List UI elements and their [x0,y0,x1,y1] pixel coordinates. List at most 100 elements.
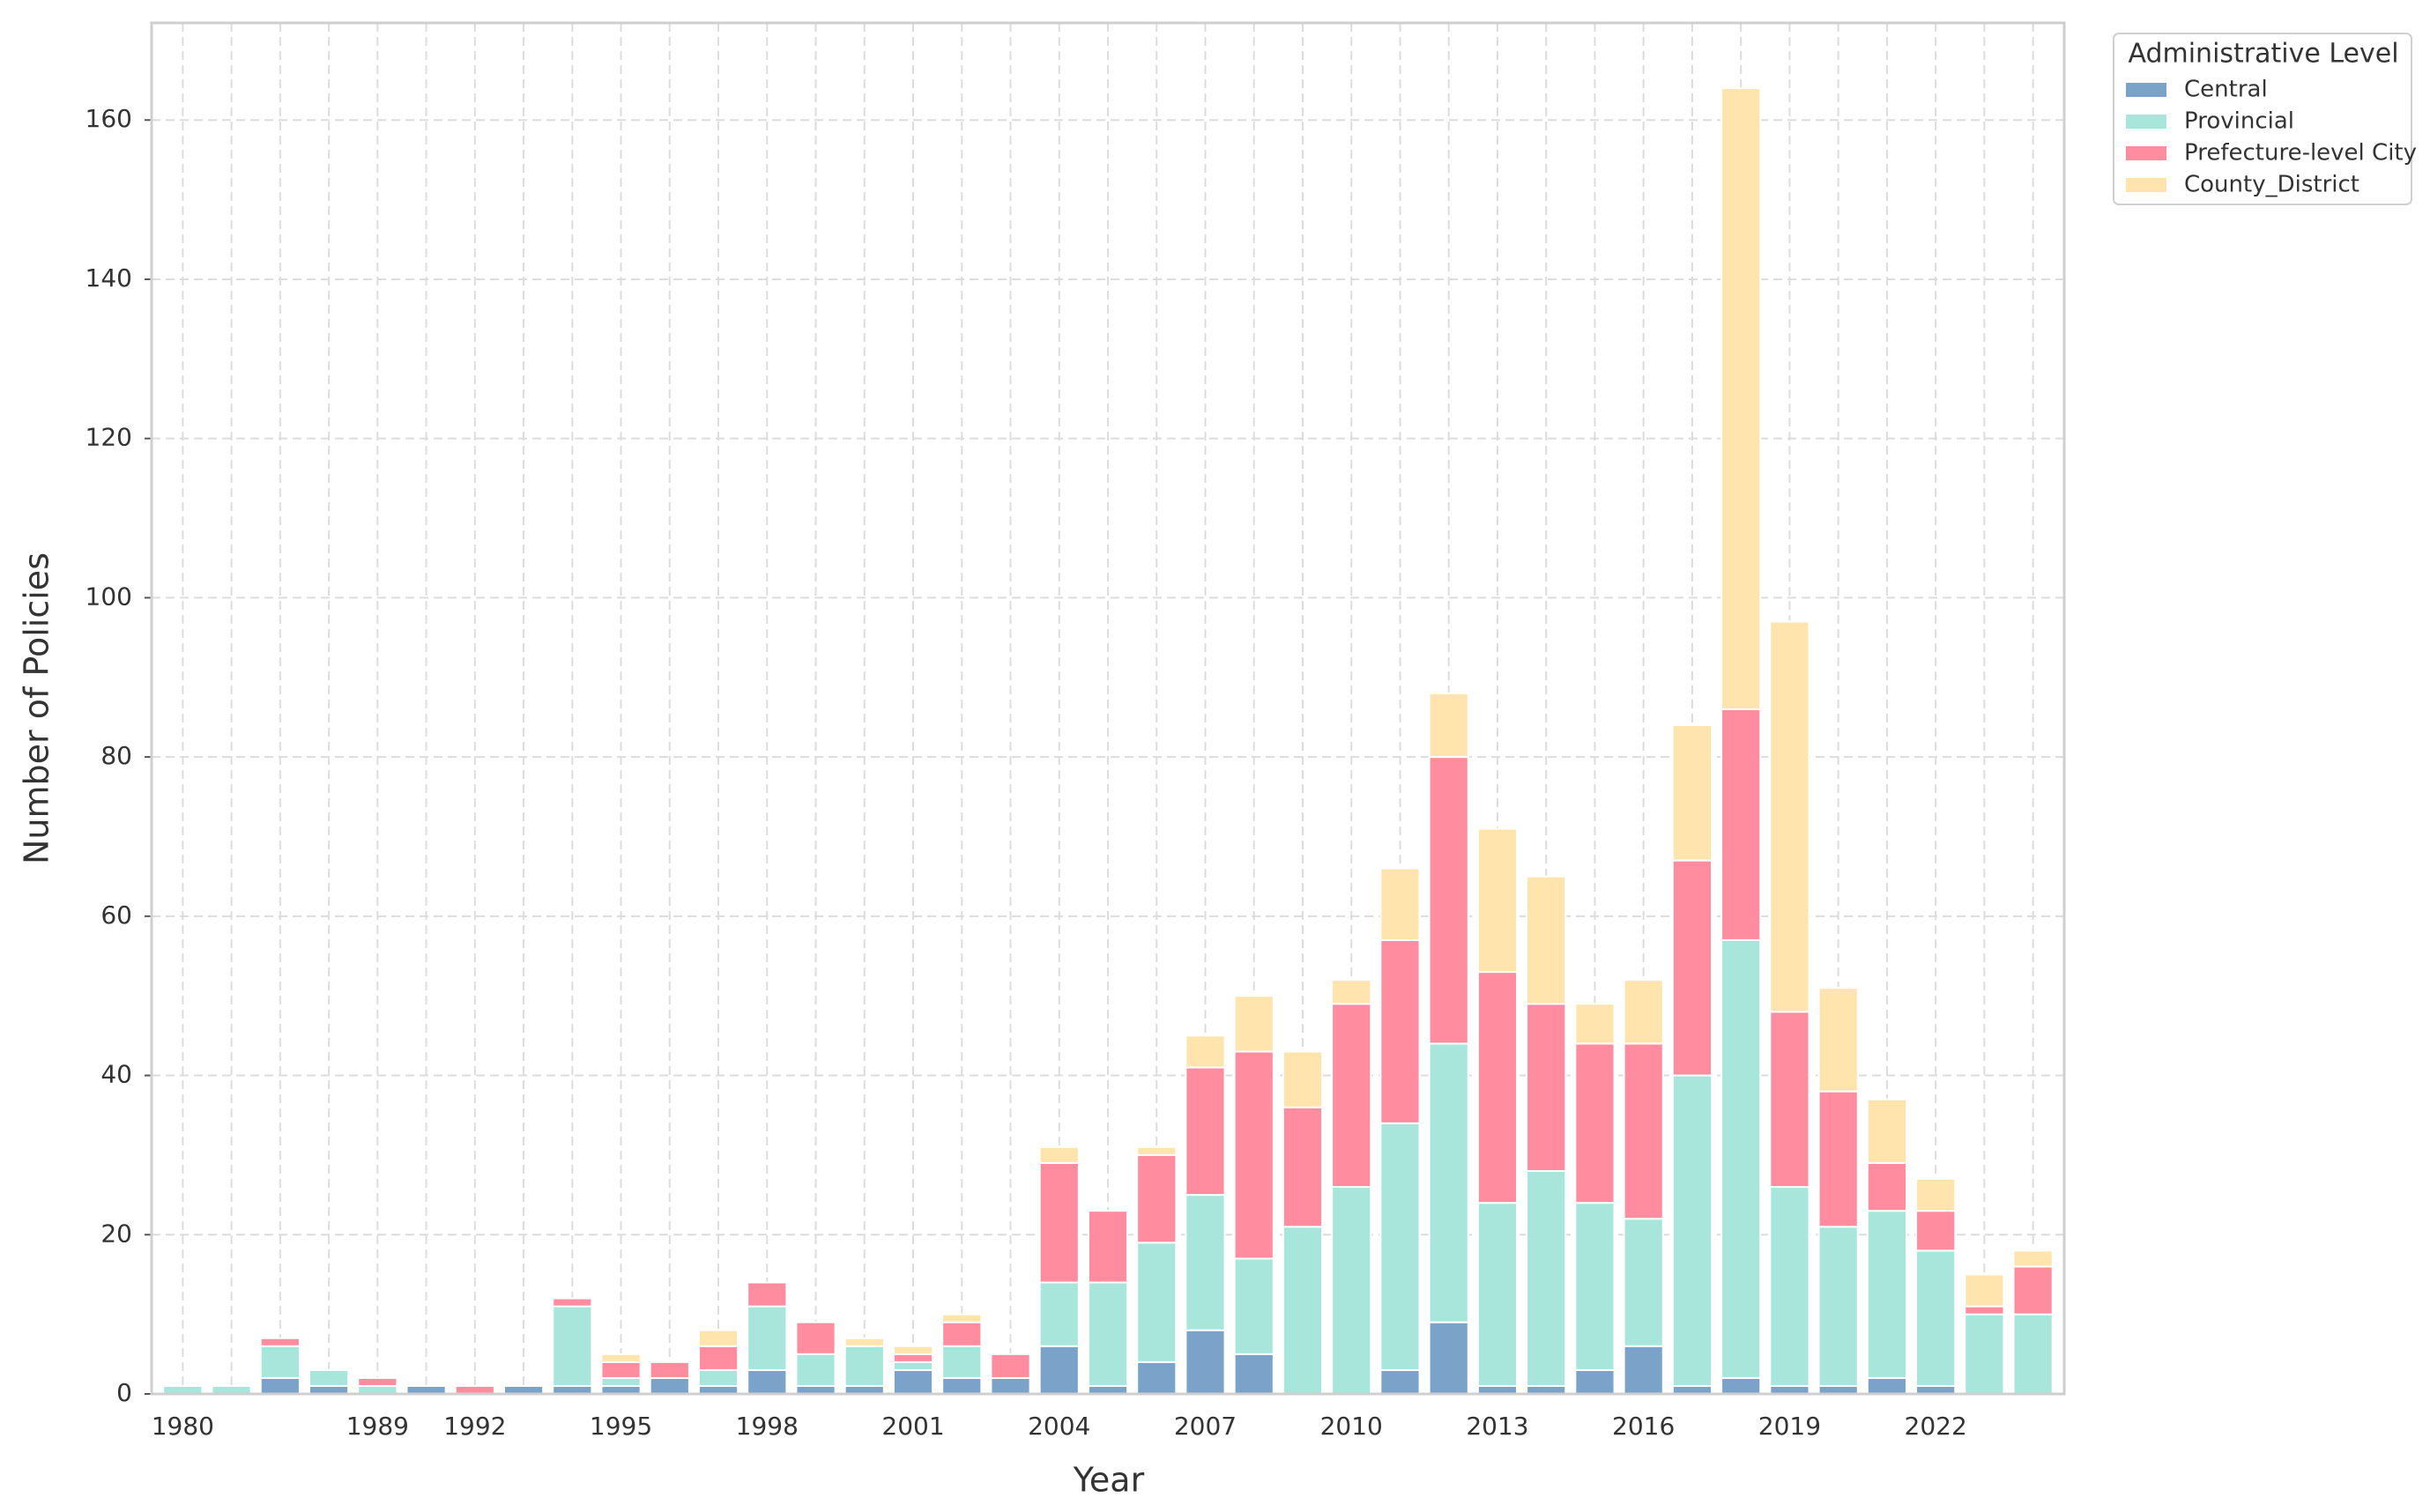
bar-segment [600,1360,642,1379]
bar-segment [552,1297,593,1308]
bar-segment [1379,938,1421,1124]
x-tick-label: 2019 [1758,1412,1821,1441]
bar-segment [1038,1161,1080,1284]
plot-frame [150,21,2066,1396]
bar-segment [259,1345,301,1379]
legend-swatch [2126,146,2166,160]
bar-segment [1526,1169,1567,1387]
bar-segment [1915,1178,1957,1212]
bar-segment [747,1368,788,1395]
bar-segment [1915,1210,1957,1252]
y-tick-label: 20 [100,1219,132,1248]
bar-segment [649,1376,690,1395]
bar-segment [1574,1042,1616,1204]
bar-segment [1671,723,1713,862]
bar-segment [1428,1321,1469,1395]
bar-segment [1428,756,1469,1045]
bar-segment [1087,1210,1129,1284]
bar-segment [1185,1066,1226,1197]
bar-segment [1087,1281,1129,1387]
bar-segment [2012,1313,2054,1395]
legend-swatch [2126,178,2166,192]
bar-segment [1526,875,1567,1005]
bar-segment [1379,1122,1421,1371]
x-tick-label: 2013 [1466,1412,1528,1441]
x-tick-label: 2016 [1612,1412,1675,1441]
x-tick-label: 1989 [346,1412,409,1441]
x-tick-label: 2001 [881,1412,944,1441]
bar-segment [1185,1034,1226,1069]
y-tick-label: 40 [100,1060,132,1089]
bar-segment [697,1345,739,1371]
bar-segment [1817,1226,1859,1387]
bar-segment [1136,1360,1178,1395]
bar-segment [1964,1313,2005,1395]
bar-segment [1282,1050,1324,1108]
bar-segment [1136,1241,1178,1363]
bar-segment [1136,1153,1178,1244]
bar-segment [941,1313,983,1323]
y-tick-label: 80 [100,741,132,770]
bar-segment [843,1337,885,1347]
y-tick-label: 140 [85,263,132,293]
bar-segment [1136,1145,1178,1156]
x-tick-label: 2004 [1028,1412,1090,1441]
bar-segment [1769,620,1810,1013]
bar-segment [1720,1376,1762,1395]
bar-segment [1331,1003,1372,1189]
bar-segment [649,1360,690,1379]
bar-segment [1185,1194,1226,1331]
bar-segment [990,1376,1031,1395]
y-tick-label: 160 [85,104,132,133]
legend-label: Prefecture-level City [2184,140,2417,167]
legend-swatch [2126,83,2166,97]
bar-segment [1428,692,1469,759]
bar-segment [1476,827,1519,974]
bar-segment [600,1376,642,1387]
bar-segment [1720,708,1762,941]
bar-segment [1866,1376,1908,1395]
bar-segment [1769,1011,1810,1189]
bar-segment [1282,1226,1324,1395]
x-tick-label: 2010 [1320,1412,1383,1441]
bar-segment [1476,971,1519,1204]
bar-segment [259,1337,301,1347]
bar-segment [1233,1353,1274,1395]
y-tick-label: 0 [116,1378,132,1407]
bar-segment [1866,1210,1908,1379]
bar-segment [1671,859,1713,1077]
bar-segment [1817,987,1859,1093]
bar-segment [1476,1202,1519,1387]
bar-segment [1379,867,1421,941]
bar-segment [1671,1074,1713,1387]
legend-label: County_District [2184,172,2359,198]
legend-title: Administrative Level [2128,39,2398,70]
bar-segment [697,1368,739,1387]
bar-segment [1769,1186,1810,1387]
x-tick-label: 2022 [1905,1412,1967,1441]
legend-swatch [2126,115,2166,129]
bar-segment [843,1345,885,1387]
bar-segment [1623,979,1664,1045]
bar-segment [1623,1218,1664,1347]
bar-segment [1964,1305,2005,1316]
bar-segment [2012,1249,2054,1268]
bar-segment [1623,1345,1664,1395]
bar-segment [1526,1003,1567,1172]
bar-segment [259,1376,301,1395]
bar-segment [1233,995,1274,1053]
x-tick-label: 1998 [736,1412,799,1441]
bar-segment [795,1321,836,1355]
bar-segment [941,1321,983,1347]
bar-segment [1428,1042,1469,1323]
bar-segment [1038,1145,1080,1164]
bar-segment [1185,1329,1226,1395]
bar-segment [990,1353,1031,1379]
bar-segment [1282,1106,1324,1228]
bar-segment [1233,1050,1274,1260]
bar-segment [1866,1098,1908,1164]
bar-segment [308,1368,350,1387]
legend-label: Central [2184,77,2268,103]
bar-segment [2012,1265,2054,1316]
